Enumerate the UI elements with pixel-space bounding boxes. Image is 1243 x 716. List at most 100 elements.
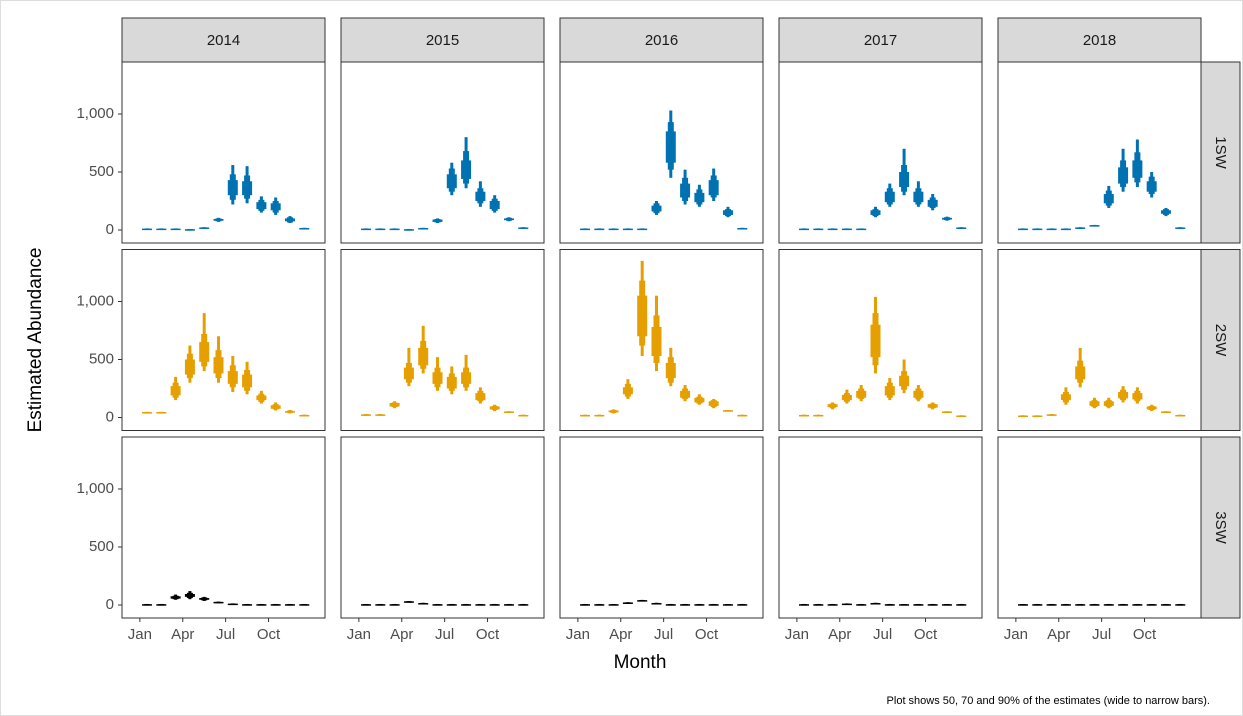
y-axis-title: Estimated Abundance [25, 248, 46, 433]
interval-bar [827, 404, 838, 408]
interval-bar [708, 401, 719, 406]
panel [997, 61, 1202, 244]
interval-bar [841, 228, 852, 231]
interval-bar [680, 183, 691, 198]
panel [340, 436, 545, 619]
interval-bar [622, 387, 633, 395]
interval-bar [580, 414, 591, 417]
interval-bar [1103, 604, 1114, 606]
interval-bar [489, 200, 500, 210]
interval-bar [1046, 414, 1057, 416]
interval-bar [375, 414, 386, 416]
interval-bar [856, 228, 867, 231]
interval-bar [361, 228, 372, 231]
interval-bar [608, 604, 619, 606]
interval-bar [927, 199, 938, 207]
interval-bar [403, 601, 414, 603]
interval-bar [142, 412, 153, 414]
interval-bar [1046, 228, 1057, 231]
interval-bar [489, 406, 500, 410]
interval-bar [1175, 227, 1186, 229]
interval-bar [199, 342, 210, 362]
interval-bar [799, 228, 810, 231]
panel [121, 436, 326, 619]
interval-bar [1132, 393, 1143, 400]
interval-bar [665, 131, 676, 163]
interval-bar [899, 604, 910, 606]
interval-bar [622, 228, 633, 231]
interval-bar [799, 604, 810, 606]
interval-bar [813, 414, 824, 417]
interval-bar [156, 604, 167, 606]
interval-bar [199, 227, 210, 229]
interval-bar [518, 227, 529, 229]
interval-bar [1146, 604, 1157, 606]
interval-bar [299, 228, 310, 230]
interval-bar [1046, 604, 1057, 606]
interval-bar [737, 604, 748, 606]
x-tick-label: Jan [347, 626, 371, 643]
interval-bar [432, 604, 443, 606]
interval-bar [856, 390, 867, 398]
interval-bar [708, 180, 719, 196]
interval-bar [389, 228, 400, 231]
y-tick-label: 500 [89, 538, 114, 555]
panel [997, 249, 1202, 431]
x-tick-label: Oct [695, 626, 719, 643]
interval-bar [580, 604, 591, 606]
interval-bar [375, 604, 386, 606]
interval-bar [899, 375, 910, 387]
interval-bar [1160, 411, 1171, 413]
x-tick-label: Jul [1092, 626, 1111, 643]
interval-bar [213, 357, 224, 374]
interval-bar [694, 397, 705, 403]
x-tick-label: Jan [785, 626, 809, 643]
interval-bar [941, 604, 952, 606]
panel [340, 61, 545, 244]
y-tick-label: 0 [106, 408, 114, 425]
interval-bar [256, 604, 267, 606]
y-tick-label: 0 [106, 596, 114, 613]
interval-bar [361, 604, 372, 606]
interval-bar [870, 324, 881, 358]
interval-bar [284, 218, 295, 222]
interval-bar [270, 604, 281, 606]
interval-bar [708, 604, 719, 606]
interval-bar [899, 171, 910, 188]
interval-bar [1118, 167, 1129, 184]
interval-bar [418, 228, 429, 230]
interval-bar [737, 228, 748, 230]
interval-bar [1075, 227, 1086, 229]
panel [778, 436, 983, 619]
interval-bar [284, 604, 295, 606]
interval-bar [927, 404, 938, 408]
interval-bar [184, 593, 195, 597]
strip [1200, 61, 1241, 244]
y-tick-label: 1,000 [76, 292, 114, 309]
interval-bar [503, 604, 514, 606]
interval-bar [722, 604, 733, 606]
strip [559, 17, 764, 63]
interval-bar [242, 181, 253, 196]
column-label: 2016 [645, 32, 678, 49]
interval-bar [694, 192, 705, 203]
interval-bar [1118, 604, 1129, 606]
interval-bar [913, 390, 924, 398]
column-label: 2015 [426, 32, 459, 49]
interval-bar [1118, 391, 1129, 399]
x-tick-label: Oct [257, 626, 281, 643]
interval-bar [475, 604, 486, 606]
interval-bar [608, 410, 619, 413]
interval-bar [1160, 210, 1171, 214]
interval-bar [475, 393, 486, 401]
interval-bar [1060, 604, 1071, 606]
x-tick-label: Jul [654, 626, 673, 643]
y-tick-label: 0 [106, 221, 114, 238]
interval-bar [156, 228, 167, 231]
x-tick-label: Jul [873, 626, 892, 643]
interval-bar [665, 604, 676, 606]
interval-bar [941, 411, 952, 413]
interval-bar [518, 414, 529, 417]
interval-bar [446, 174, 457, 189]
strip [1200, 249, 1241, 431]
